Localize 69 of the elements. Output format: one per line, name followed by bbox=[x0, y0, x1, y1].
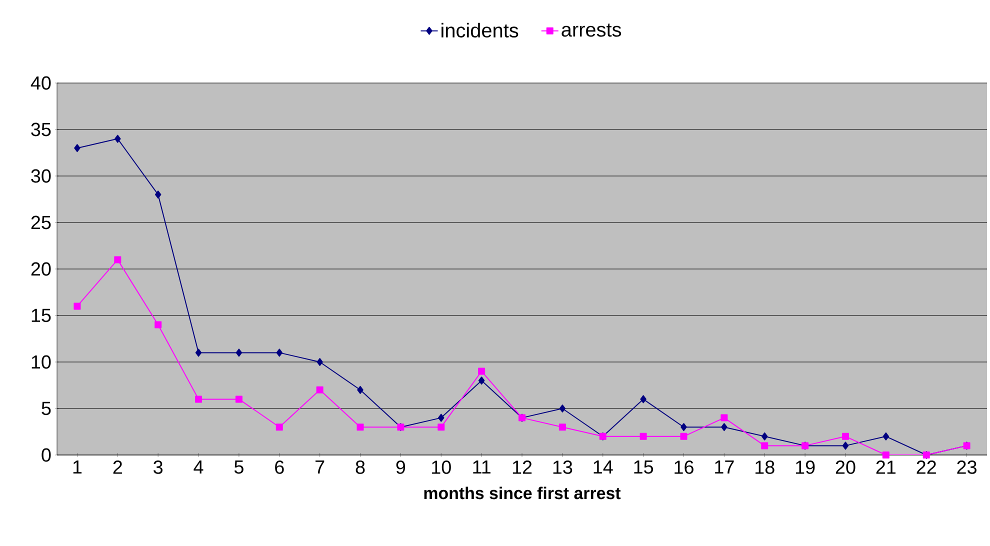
point bbox=[276, 348, 283, 357]
point bbox=[842, 432, 849, 440]
y-tick-label: 15 bbox=[32, 308, 51, 322]
point bbox=[154, 321, 162, 328]
y-tick-label: 40 bbox=[30, 76, 51, 90]
point bbox=[276, 424, 283, 431]
point bbox=[74, 144, 80, 152]
y-tick-label: 25 bbox=[31, 216, 51, 230]
point bbox=[438, 414, 444, 422]
point bbox=[316, 386, 324, 394]
y-tick-label: 0 bbox=[42, 448, 51, 462]
point bbox=[74, 302, 81, 310]
x-tick-label: 20 bbox=[836, 460, 856, 474]
x-tick-label: 3 bbox=[154, 460, 163, 474]
x-tick-label: 14 bbox=[594, 460, 613, 474]
point bbox=[720, 414, 728, 422]
x-tick-label: 18 bbox=[756, 460, 774, 474]
y-tick-label: 30 bbox=[31, 169, 51, 183]
x-tick-label: 19 bbox=[796, 460, 815, 474]
x-tick-label: 8 bbox=[356, 460, 365, 474]
point bbox=[235, 396, 242, 403]
x-tick-label: 13 bbox=[553, 460, 572, 474]
point bbox=[761, 432, 768, 440]
point bbox=[114, 256, 122, 264]
x-tick-label: 9 bbox=[396, 460, 406, 474]
point bbox=[154, 190, 162, 199]
x-tick-label: 22 bbox=[916, 460, 936, 474]
point bbox=[114, 134, 121, 143]
point bbox=[640, 395, 646, 404]
x-tick-label: 10 bbox=[432, 460, 451, 474]
point bbox=[842, 442, 849, 450]
x-tick-label: 7 bbox=[316, 460, 324, 474]
x-tick-label: 15 bbox=[634, 460, 654, 474]
point bbox=[680, 423, 687, 432]
point bbox=[195, 396, 202, 403]
x-tick-label: 16 bbox=[674, 460, 694, 474]
point bbox=[882, 452, 890, 458]
point bbox=[356, 424, 364, 431]
y-tick-label: 10 bbox=[32, 355, 51, 369]
x-axis-title: months since first arrest bbox=[424, 486, 621, 500]
point bbox=[558, 424, 566, 431]
point bbox=[195, 348, 202, 357]
x-tick-label: 23 bbox=[957, 460, 976, 474]
x-tick-label: 11 bbox=[473, 460, 490, 474]
point bbox=[357, 386, 364, 394]
x-tick-label: 6 bbox=[275, 460, 284, 474]
y-tick-label: 35 bbox=[31, 122, 51, 136]
point bbox=[316, 358, 323, 366]
x-tick-label: 17 bbox=[715, 460, 734, 474]
legend-label: arrests bbox=[562, 24, 622, 37]
x-tick-label: 21 bbox=[876, 460, 896, 474]
point bbox=[438, 424, 445, 431]
y-tick-label: 20 bbox=[31, 262, 51, 276]
point bbox=[640, 432, 647, 440]
x-tick-label: 12 bbox=[512, 460, 532, 474]
point bbox=[236, 348, 242, 357]
point bbox=[761, 442, 768, 450]
point bbox=[882, 432, 890, 440]
point bbox=[559, 404, 566, 412]
x-tick-label: 1 bbox=[73, 460, 82, 474]
point bbox=[721, 423, 728, 432]
x-tick-label: 4 bbox=[194, 460, 204, 474]
x-tick-label: 5 bbox=[234, 460, 244, 474]
legend-label: incidents bbox=[442, 22, 518, 38]
x-tick-label: 2 bbox=[113, 460, 122, 474]
point bbox=[478, 376, 485, 385]
point bbox=[478, 368, 486, 375]
y-tick-label: 5 bbox=[42, 402, 51, 416]
point bbox=[680, 432, 688, 440]
